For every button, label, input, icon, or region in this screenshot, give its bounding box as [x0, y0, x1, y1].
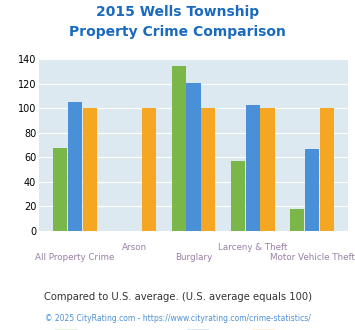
Text: Burglary: Burglary — [175, 253, 212, 262]
Bar — [231, 161, 245, 231]
Text: Arson: Arson — [122, 243, 147, 252]
Text: Property Crime Comparison: Property Crime Comparison — [69, 25, 286, 39]
Text: Larceny & Theft: Larceny & Theft — [218, 243, 288, 252]
Bar — [171, 66, 186, 231]
Bar — [201, 109, 215, 231]
Bar — [142, 109, 156, 231]
Bar — [246, 105, 260, 231]
Bar — [83, 109, 97, 231]
Bar — [53, 148, 67, 231]
Text: Motor Vehicle Theft: Motor Vehicle Theft — [269, 253, 354, 262]
Legend: Wells Township, Ohio, National: Wells Township, Ohio, National — [50, 326, 337, 330]
Bar — [305, 149, 319, 231]
Bar — [290, 209, 304, 231]
Bar — [261, 109, 275, 231]
Text: 2015 Wells Township: 2015 Wells Township — [96, 5, 259, 19]
Text: © 2025 CityRating.com - https://www.cityrating.com/crime-statistics/: © 2025 CityRating.com - https://www.city… — [45, 314, 310, 323]
Bar — [186, 83, 201, 231]
Bar — [320, 109, 334, 231]
Text: All Property Crime: All Property Crime — [35, 253, 115, 262]
Bar — [68, 102, 82, 231]
Text: Compared to U.S. average. (U.S. average equals 100): Compared to U.S. average. (U.S. average … — [44, 292, 311, 302]
